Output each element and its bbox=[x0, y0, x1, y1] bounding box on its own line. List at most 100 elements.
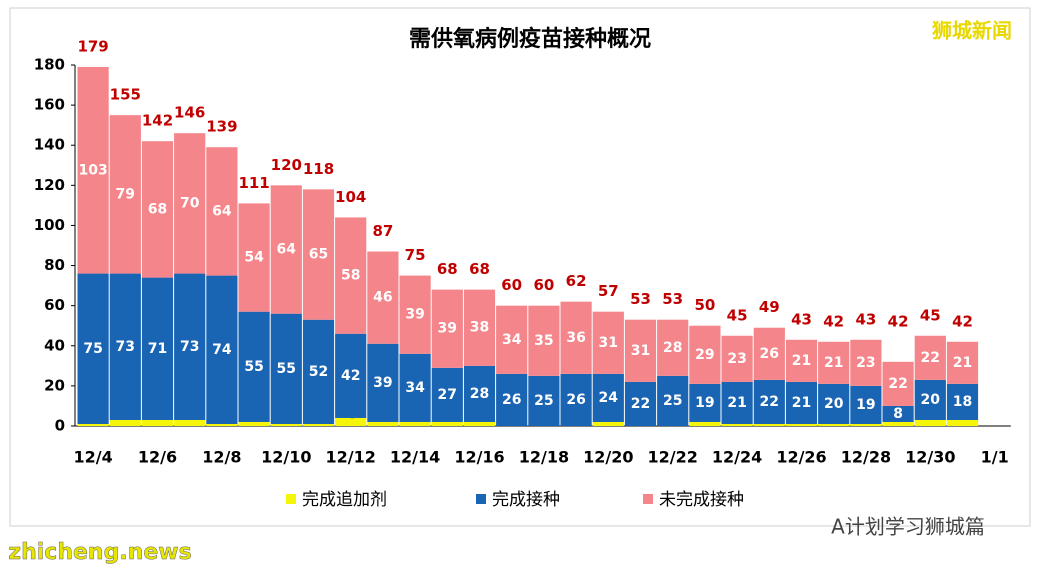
data-label: 21 bbox=[727, 395, 746, 411]
bar-segment bbox=[592, 311, 624, 374]
total-label: 118 bbox=[303, 160, 334, 178]
data-label: 70 bbox=[180, 195, 200, 211]
data-label: 103 bbox=[78, 162, 107, 178]
bar-segment bbox=[528, 305, 560, 376]
bar-segment bbox=[141, 419, 174, 426]
data-label: 21 bbox=[824, 355, 843, 371]
bar-segment bbox=[914, 335, 946, 380]
data-label: 36 bbox=[566, 330, 585, 346]
y-tick-label: 40 bbox=[44, 336, 65, 354]
total-label: 60 bbox=[533, 276, 554, 294]
data-label: 39 bbox=[405, 307, 424, 323]
bar-segment bbox=[463, 421, 496, 426]
total-label: 45 bbox=[920, 306, 941, 324]
y-tick-label: 0 bbox=[55, 417, 65, 435]
bar-segment bbox=[174, 133, 206, 274]
total-label: 50 bbox=[694, 296, 715, 314]
bar-segment bbox=[785, 339, 818, 382]
data-label: 58 bbox=[341, 268, 360, 284]
bar-segment bbox=[560, 301, 592, 374]
total-label: 57 bbox=[598, 282, 619, 300]
data-label: 22 bbox=[760, 394, 779, 410]
watermark: zhicheng.news bbox=[8, 540, 191, 565]
data-label: 55 bbox=[244, 359, 263, 375]
data-label: 64 bbox=[212, 203, 232, 219]
bar-segment bbox=[77, 423, 109, 426]
x-tick-label: 12/4 bbox=[73, 448, 112, 467]
total-label: 111 bbox=[238, 174, 269, 192]
bar-segment bbox=[818, 341, 850, 384]
data-label: 65 bbox=[309, 247, 328, 263]
x-tick-label: 12/16 bbox=[454, 448, 504, 467]
bar-segment bbox=[753, 423, 785, 426]
bar-segment bbox=[592, 421, 624, 426]
bar-segment bbox=[624, 319, 657, 382]
data-label: 34 bbox=[405, 380, 425, 396]
data-label: 21 bbox=[792, 353, 811, 369]
bar-segment bbox=[109, 273, 141, 420]
bar-segment bbox=[302, 189, 335, 320]
watermark: A计划学习狮城篇 bbox=[831, 515, 985, 539]
bar-segment bbox=[689, 383, 721, 422]
data-label: 24 bbox=[599, 390, 619, 406]
bar-segment bbox=[431, 421, 463, 426]
bar-segment bbox=[721, 381, 753, 424]
data-label: 26 bbox=[760, 346, 779, 362]
x-tick-label: 1/1 bbox=[981, 448, 1009, 467]
bar-segment bbox=[141, 277, 174, 420]
data-label: 35 bbox=[534, 333, 553, 349]
data-label: 71 bbox=[148, 341, 167, 357]
bar-segment bbox=[946, 419, 979, 426]
y-tick-label: 60 bbox=[44, 296, 65, 314]
data-label: 19 bbox=[695, 395, 714, 411]
total-label: 42 bbox=[952, 312, 973, 330]
data-label: 73 bbox=[180, 339, 199, 355]
data-label: 34 bbox=[502, 332, 522, 348]
bar-segment bbox=[367, 421, 399, 426]
bar-segment bbox=[914, 419, 946, 426]
data-label: 79 bbox=[116, 186, 135, 202]
data-label: 22 bbox=[888, 376, 907, 392]
y-tick-label: 120 bbox=[34, 176, 65, 194]
data-label: 46 bbox=[373, 290, 392, 306]
total-label: 68 bbox=[437, 260, 458, 278]
x-tick-label: 12/20 bbox=[583, 448, 633, 467]
bar-segment bbox=[399, 421, 431, 426]
data-label: 54 bbox=[244, 250, 264, 266]
legend-swatch bbox=[476, 494, 486, 504]
bar-segment bbox=[335, 217, 367, 334]
y-tick-label: 140 bbox=[34, 136, 65, 154]
bar-segment bbox=[238, 203, 270, 312]
total-label: 42 bbox=[823, 312, 844, 330]
data-label: 18 bbox=[953, 394, 972, 410]
data-label: 68 bbox=[148, 201, 167, 217]
x-tick-label: 12/24 bbox=[712, 448, 762, 467]
bar-segment bbox=[174, 273, 206, 420]
total-label: 120 bbox=[271, 156, 302, 174]
bar-segment bbox=[270, 185, 302, 314]
bar-segment bbox=[206, 423, 238, 426]
x-tick-label: 12/28 bbox=[841, 448, 891, 467]
bar-segment bbox=[721, 335, 753, 382]
bar-segment bbox=[818, 423, 850, 426]
bar-segment bbox=[238, 421, 270, 426]
x-tick-label: 12/30 bbox=[905, 448, 955, 467]
total-label: 62 bbox=[566, 272, 587, 290]
bar-segment bbox=[850, 339, 882, 386]
data-label: 19 bbox=[856, 397, 875, 413]
x-tick-label: 12/12 bbox=[326, 448, 376, 467]
legend-swatch bbox=[286, 494, 296, 504]
bar-segment bbox=[77, 273, 109, 424]
bar-segment bbox=[399, 353, 431, 422]
total-label: 49 bbox=[759, 298, 780, 316]
total-label: 139 bbox=[206, 118, 237, 136]
data-label: 28 bbox=[663, 340, 682, 356]
data-label: 29 bbox=[695, 347, 714, 363]
y-tick-label: 180 bbox=[34, 56, 65, 74]
legend-swatch bbox=[643, 494, 653, 504]
data-label: 23 bbox=[727, 351, 746, 367]
data-label: 55 bbox=[277, 361, 296, 377]
bar-segment bbox=[431, 289, 463, 368]
bar-segment bbox=[463, 365, 496, 422]
total-label: 155 bbox=[110, 86, 141, 104]
